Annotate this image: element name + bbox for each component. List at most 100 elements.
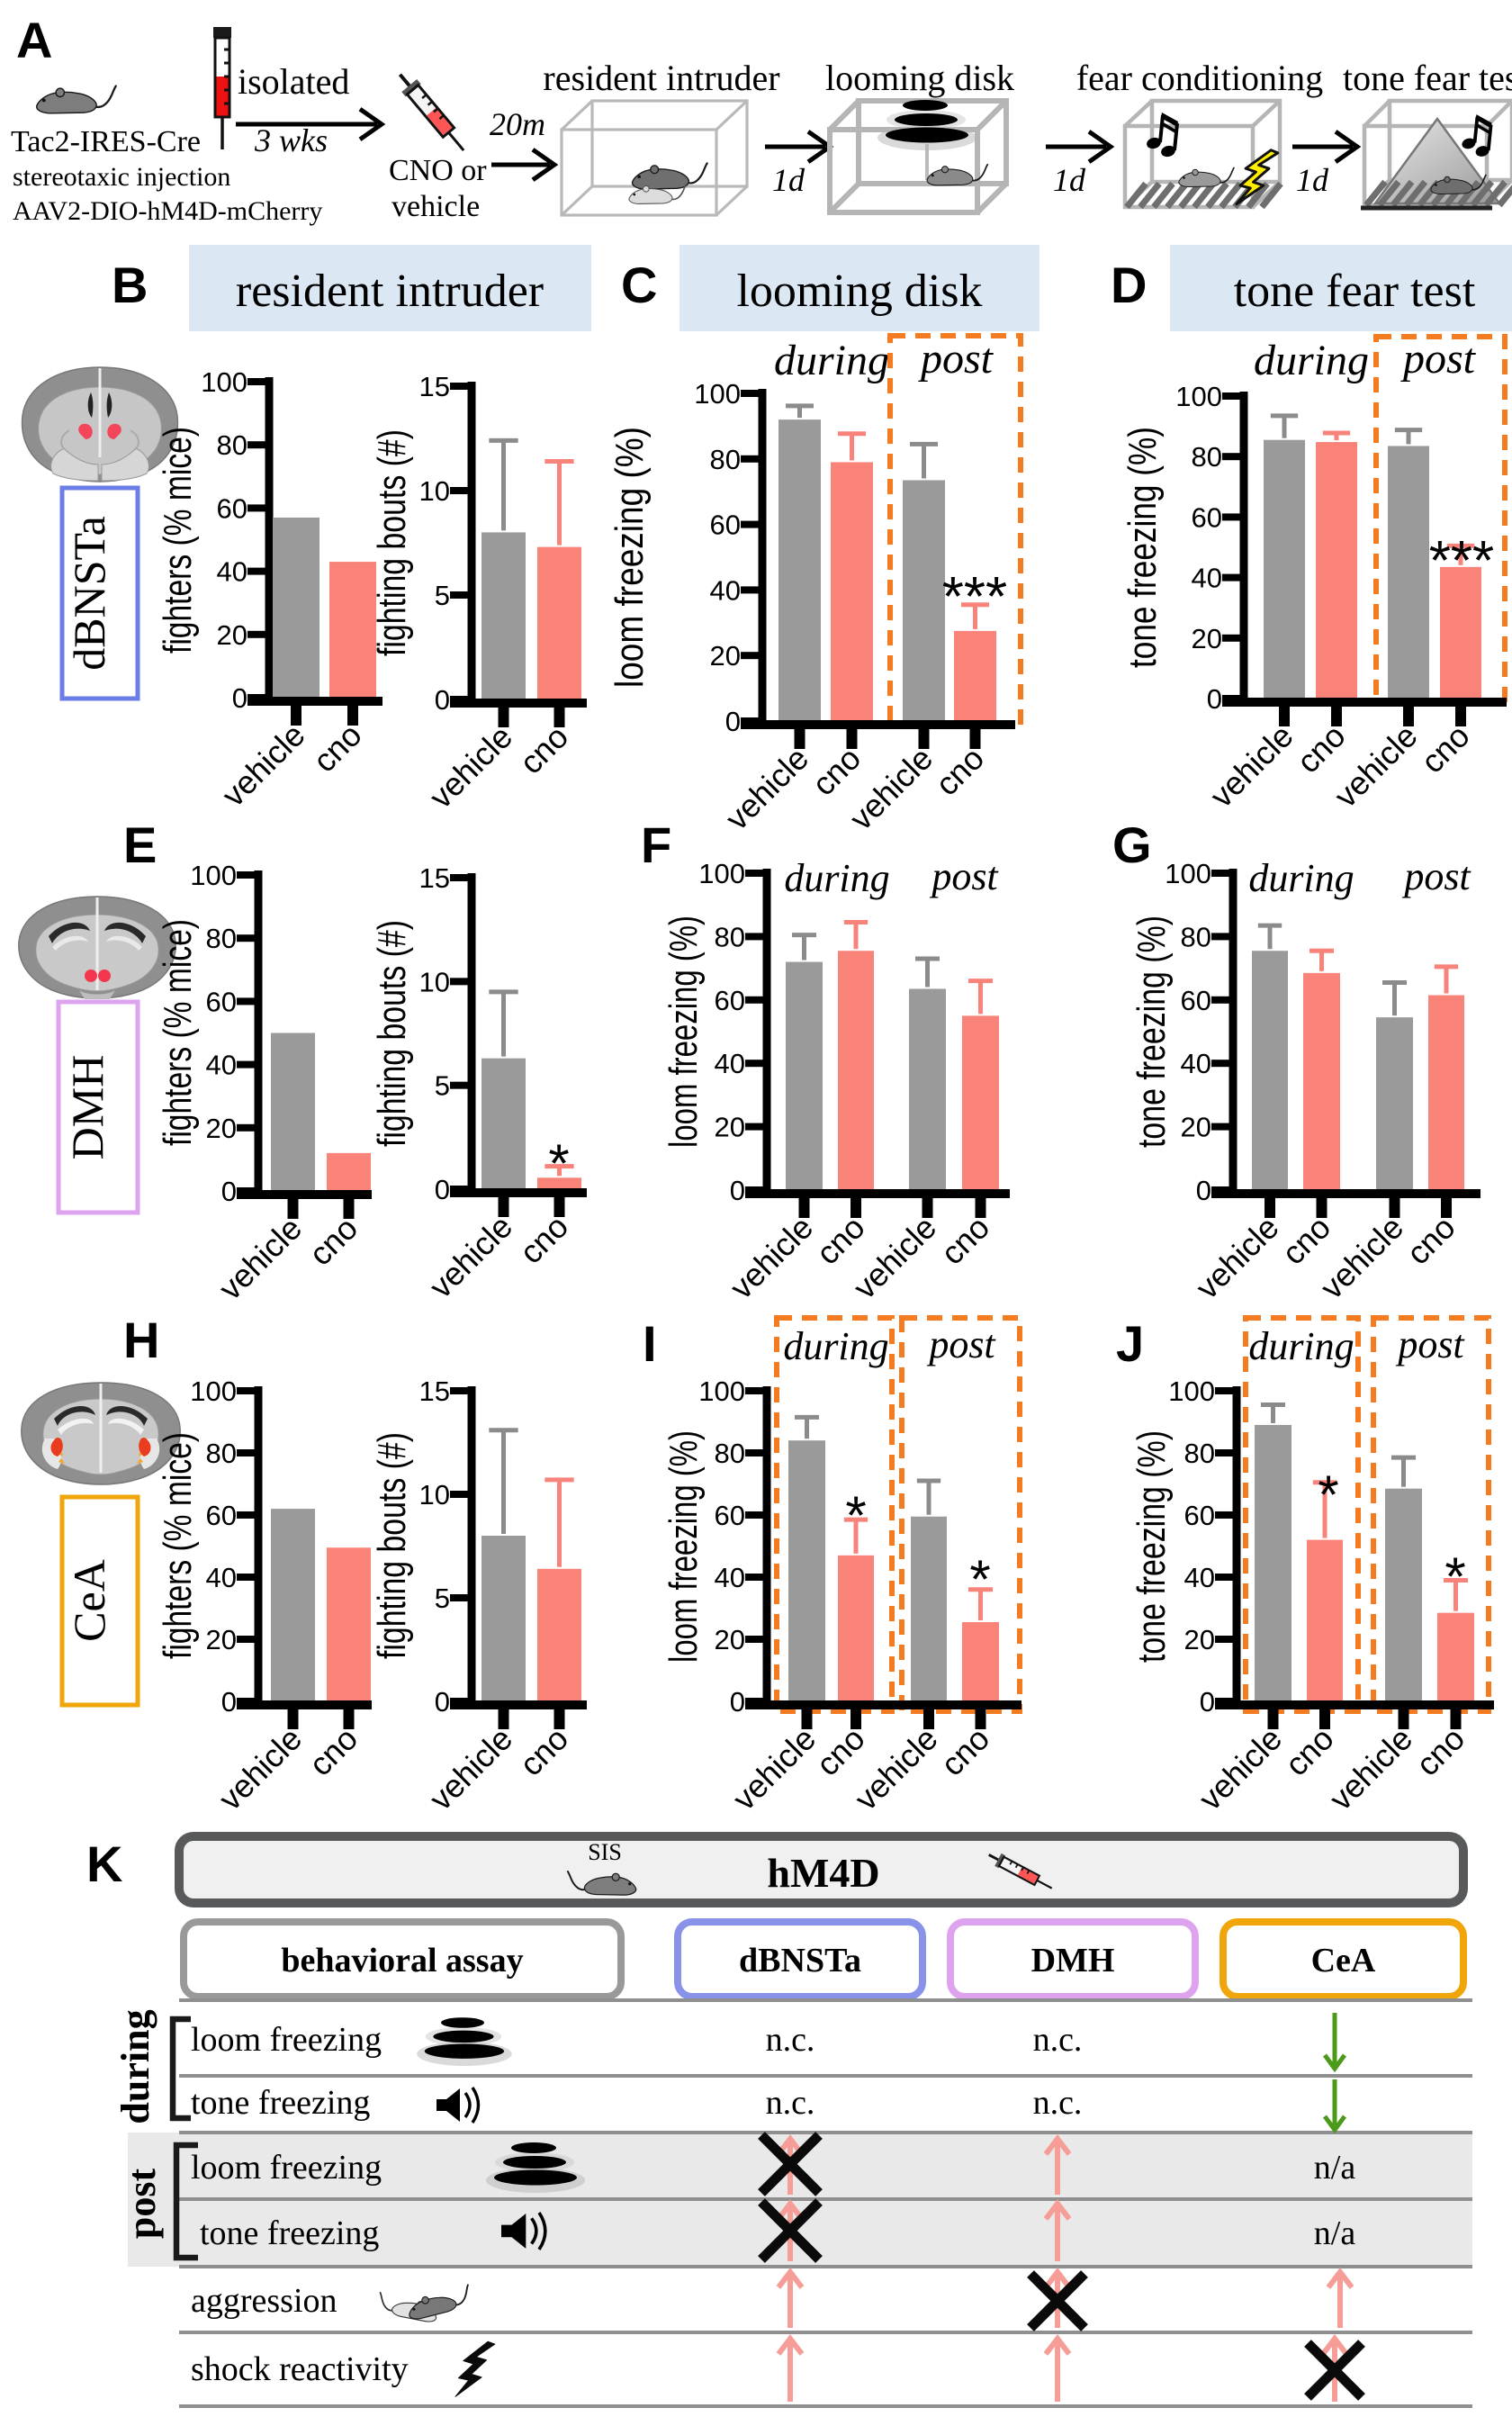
svg-text:tone freezing (%): tone freezing (%) bbox=[1120, 427, 1165, 668]
svg-text:0: 0 bbox=[435, 1174, 450, 1205]
svg-text:behavioral assay: behavioral assay bbox=[281, 1942, 523, 1980]
svg-text:I: I bbox=[643, 1315, 657, 1372]
svg-text:fighting bouts (#): fighting bouts (#) bbox=[370, 920, 414, 1147]
svg-text:DMH: DMH bbox=[1031, 1942, 1115, 1980]
svg-text:***: *** bbox=[942, 566, 1007, 628]
svg-text:post: post bbox=[926, 1322, 996, 1366]
svg-text:K: K bbox=[86, 1835, 122, 1892]
svg-text:60: 60 bbox=[715, 1500, 745, 1531]
svg-text:D: D bbox=[1111, 257, 1147, 313]
svg-text:tone freezing (%): tone freezing (%) bbox=[1130, 1430, 1174, 1663]
svg-text:80: 80 bbox=[206, 923, 237, 954]
svg-text:40: 40 bbox=[715, 1562, 745, 1593]
svg-text:0: 0 bbox=[1200, 1686, 1215, 1718]
svg-text:tone fear test: tone fear test bbox=[1234, 266, 1476, 317]
svg-text:10: 10 bbox=[419, 966, 450, 997]
svg-text:0: 0 bbox=[725, 706, 741, 737]
svg-text:5: 5 bbox=[435, 580, 450, 611]
svg-text:fighters (% mice): fighters (% mice) bbox=[156, 427, 200, 654]
svg-text:80: 80 bbox=[715, 921, 745, 952]
svg-text:CeA: CeA bbox=[64, 1559, 114, 1642]
svg-text:80: 80 bbox=[217, 429, 248, 461]
svg-text:10: 10 bbox=[419, 1479, 450, 1511]
svg-text:100: 100 bbox=[190, 860, 237, 891]
svg-text:20: 20 bbox=[1184, 1624, 1215, 1655]
svg-text:60: 60 bbox=[1181, 985, 1211, 1016]
svg-text:during: during bbox=[1254, 337, 1369, 384]
svg-text:15: 15 bbox=[419, 862, 450, 894]
svg-text:40: 40 bbox=[217, 556, 248, 588]
svg-text:B: B bbox=[112, 257, 148, 313]
svg-text:1d: 1d bbox=[772, 162, 806, 198]
svg-text:0: 0 bbox=[435, 1686, 450, 1718]
svg-text:20: 20 bbox=[1181, 1112, 1211, 1143]
svg-text:Tac2-IRES-Cre: Tac2-IRES-Cre bbox=[11, 125, 201, 158]
svg-text:isolated: isolated bbox=[238, 61, 349, 102]
svg-text:10: 10 bbox=[419, 475, 450, 507]
svg-text:fighters (% mice): fighters (% mice) bbox=[156, 1432, 200, 1659]
svg-text:looming disk: looming disk bbox=[825, 58, 1014, 98]
svg-text:n/a: n/a bbox=[1314, 2214, 1356, 2252]
svg-text:40: 40 bbox=[1181, 1048, 1211, 1079]
svg-text:0: 0 bbox=[730, 1175, 745, 1206]
svg-text:0: 0 bbox=[1207, 683, 1222, 715]
svg-text:1d: 1d bbox=[1053, 162, 1086, 198]
svg-text:5: 5 bbox=[435, 1070, 450, 1102]
svg-text:20: 20 bbox=[715, 1624, 745, 1655]
svg-text:80: 80 bbox=[1184, 1438, 1215, 1469]
svg-text:100: 100 bbox=[694, 378, 741, 410]
svg-text:0: 0 bbox=[221, 1176, 237, 1207]
svg-text:5: 5 bbox=[435, 1583, 450, 1614]
svg-text:dBNSTa: dBNSTa bbox=[739, 1942, 861, 1980]
svg-text:80: 80 bbox=[1181, 921, 1211, 952]
svg-text:AAV2-DIO-hM4D-mCherry: AAV2-DIO-hM4D-mCherry bbox=[13, 196, 322, 226]
svg-text:C: C bbox=[621, 257, 657, 313]
svg-text:post: post bbox=[120, 2169, 164, 2240]
svg-text:*: * bbox=[845, 1485, 866, 1546]
svg-text:J: J bbox=[1116, 1315, 1144, 1372]
svg-text:during: during bbox=[774, 337, 889, 384]
svg-text:40: 40 bbox=[710, 574, 741, 606]
svg-text:60: 60 bbox=[206, 1500, 237, 1531]
svg-text:tone freezing: tone freezing bbox=[200, 2214, 379, 2252]
svg-text:DMH: DMH bbox=[62, 1055, 112, 1160]
svg-text:100: 100 bbox=[1168, 1375, 1215, 1407]
svg-text:20: 20 bbox=[1192, 623, 1222, 654]
svg-text:60: 60 bbox=[715, 985, 745, 1016]
svg-text:shock reactivity: shock reactivity bbox=[191, 2350, 409, 2388]
svg-text:SIS: SIS bbox=[588, 1839, 622, 1865]
svg-text:E: E bbox=[123, 816, 157, 873]
svg-text:*: * bbox=[969, 1549, 990, 1610]
svg-text:0: 0 bbox=[435, 684, 450, 716]
svg-text:3 wks: 3 wks bbox=[254, 122, 328, 158]
svg-text:*: * bbox=[1444, 1547, 1465, 1607]
svg-text:40: 40 bbox=[1184, 1562, 1215, 1593]
svg-text:dBNSTa: dBNSTa bbox=[64, 516, 114, 671]
svg-text:20: 20 bbox=[715, 1112, 745, 1143]
svg-text:20: 20 bbox=[206, 1113, 237, 1144]
svg-text:0: 0 bbox=[232, 682, 248, 714]
svg-text:loom freezing: loom freezing bbox=[191, 2149, 382, 2187]
svg-text:hM4D: hM4D bbox=[767, 1850, 879, 1896]
svg-text:post: post bbox=[929, 854, 999, 898]
svg-text:n.c.: n.c. bbox=[766, 2084, 815, 2122]
svg-text:n.c.: n.c. bbox=[766, 2021, 815, 2059]
svg-text:H: H bbox=[123, 1312, 159, 1368]
svg-text:60: 60 bbox=[1192, 501, 1222, 533]
svg-text:during: during bbox=[1248, 1324, 1354, 1368]
svg-text:80: 80 bbox=[206, 1438, 237, 1469]
svg-text:40: 40 bbox=[206, 1562, 237, 1593]
svg-text:fighters (% mice): fighters (% mice) bbox=[156, 919, 200, 1146]
svg-text:post: post bbox=[1400, 335, 1477, 383]
svg-text:post: post bbox=[1401, 854, 1472, 898]
svg-text:***: *** bbox=[1429, 530, 1494, 592]
svg-text:60: 60 bbox=[217, 492, 248, 524]
svg-text:100: 100 bbox=[1165, 858, 1211, 889]
svg-text:n.c.: n.c. bbox=[1033, 2084, 1083, 2122]
svg-text:n.c.: n.c. bbox=[1033, 2021, 1083, 2059]
svg-text:during: during bbox=[113, 2009, 158, 2124]
svg-text:60: 60 bbox=[206, 986, 237, 1017]
svg-text:CNO or: CNO or bbox=[389, 154, 487, 187]
svg-text:tone freezing: tone freezing bbox=[191, 2084, 370, 2122]
svg-text:fighting bouts (#): fighting bouts (#) bbox=[370, 429, 414, 656]
